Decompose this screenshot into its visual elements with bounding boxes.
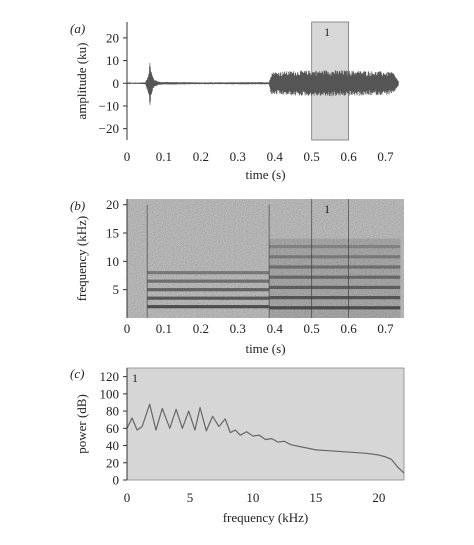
harmonic-band [147, 288, 270, 292]
y-tick-label: 40 [106, 438, 119, 453]
x-axis-label: time (s) [245, 341, 285, 356]
x-axis-label: time (s) [245, 167, 285, 182]
y-axis-label: amplitude (ku) [74, 43, 89, 120]
x-tick-label: 10 [246, 490, 259, 505]
x-tick-label: 0.3 [230, 149, 246, 164]
inset-label: 1 [132, 371, 138, 385]
panel-label: (a) [70, 21, 85, 36]
y-axis-label: power (dB) [74, 394, 89, 454]
y-tick-label: 0 [113, 473, 120, 488]
x-tick-label: 0 [124, 321, 131, 336]
x-tick-label: 0.1 [156, 149, 172, 164]
x-tick-label: 0 [124, 149, 131, 164]
harmonic-band [269, 306, 401, 310]
x-tick-label: 0 [124, 490, 131, 505]
harmonic-band [147, 279, 270, 283]
x-tick-label: 0.6 [340, 321, 357, 336]
x-tick-label: 0.2 [193, 321, 209, 336]
y-tick-label: 5 [113, 282, 120, 297]
harmonic-band [147, 296, 270, 300]
x-tick-label: 0.2 [193, 149, 209, 164]
y-tick-label: 60 [106, 421, 119, 436]
power-spectrum-line [126, 403, 405, 474]
x-tick-label: 0.5 [304, 149, 320, 164]
y-tick-label: 20 [106, 455, 119, 470]
harmonic-band [269, 285, 401, 289]
harmonic-band [269, 255, 401, 259]
y-tick-label: 120 [100, 369, 120, 384]
harmonic-band [269, 275, 401, 279]
x-tick-label: 0.7 [377, 321, 394, 336]
harmonic-band [269, 265, 401, 269]
harmonic-band [147, 271, 270, 275]
x-tick-label: 0.4 [267, 321, 284, 336]
y-tick-label: 20 [106, 30, 119, 45]
y-tick-label: 0 [113, 76, 120, 91]
x-tick-label: 0.6 [340, 149, 357, 164]
x-tick-label: 0.1 [156, 321, 172, 336]
x-tick-label: 20 [372, 490, 385, 505]
x-tick-label: 0.7 [377, 149, 394, 164]
y-axis-label: frequency (kHz) [74, 216, 89, 302]
panel-c-power-spectrum-chart: 1 120 100 80 60 40 20 00 5 10 15 20 frequency (kHz) p… [70, 366, 405, 525]
y-tick-label: 80 [106, 404, 119, 419]
y-tick-label: −20 [99, 121, 119, 136]
plot-background [126, 367, 405, 481]
y-tick-label: 10 [106, 53, 119, 68]
highlight-label: 1 [324, 202, 330, 216]
x-tick-label: 5 [187, 490, 194, 505]
y-tick-label: 20 [106, 197, 119, 212]
x-tick-label: 0.5 [304, 321, 320, 336]
x-tick-label: 0.4 [267, 149, 284, 164]
highlight-label: 1 [324, 25, 330, 39]
panel-b-spectrogram-chart: 1 20 15 10 5 0 0.1 0.2 0.3 0.4 0.5 0.6 0.7 time (s) fr… [70, 197, 404, 356]
harmonic-band [269, 296, 401, 300]
x-tick-label: 0.3 [230, 321, 246, 336]
y-tick-label: −10 [99, 98, 119, 113]
panel-label: (b) [70, 198, 85, 213]
harmonic-band [147, 305, 270, 309]
x-tick-label: 15 [309, 490, 322, 505]
x-axis-label: frequency (kHz) [223, 510, 309, 525]
y-tick-label: 100 [100, 386, 120, 401]
panel-label: (c) [70, 366, 84, 381]
waveform-trace [126, 62, 399, 105]
y-tick-label: 15 [106, 226, 119, 241]
y-tick-label: 10 [106, 254, 119, 269]
harmonic-band [269, 245, 401, 249]
panel-a-amplitude-chart: 1 20 10 0 −10 −20 0 0.1 0.2 0.3 0.4 0.5 0.6 0.7 time (… [70, 21, 399, 182]
